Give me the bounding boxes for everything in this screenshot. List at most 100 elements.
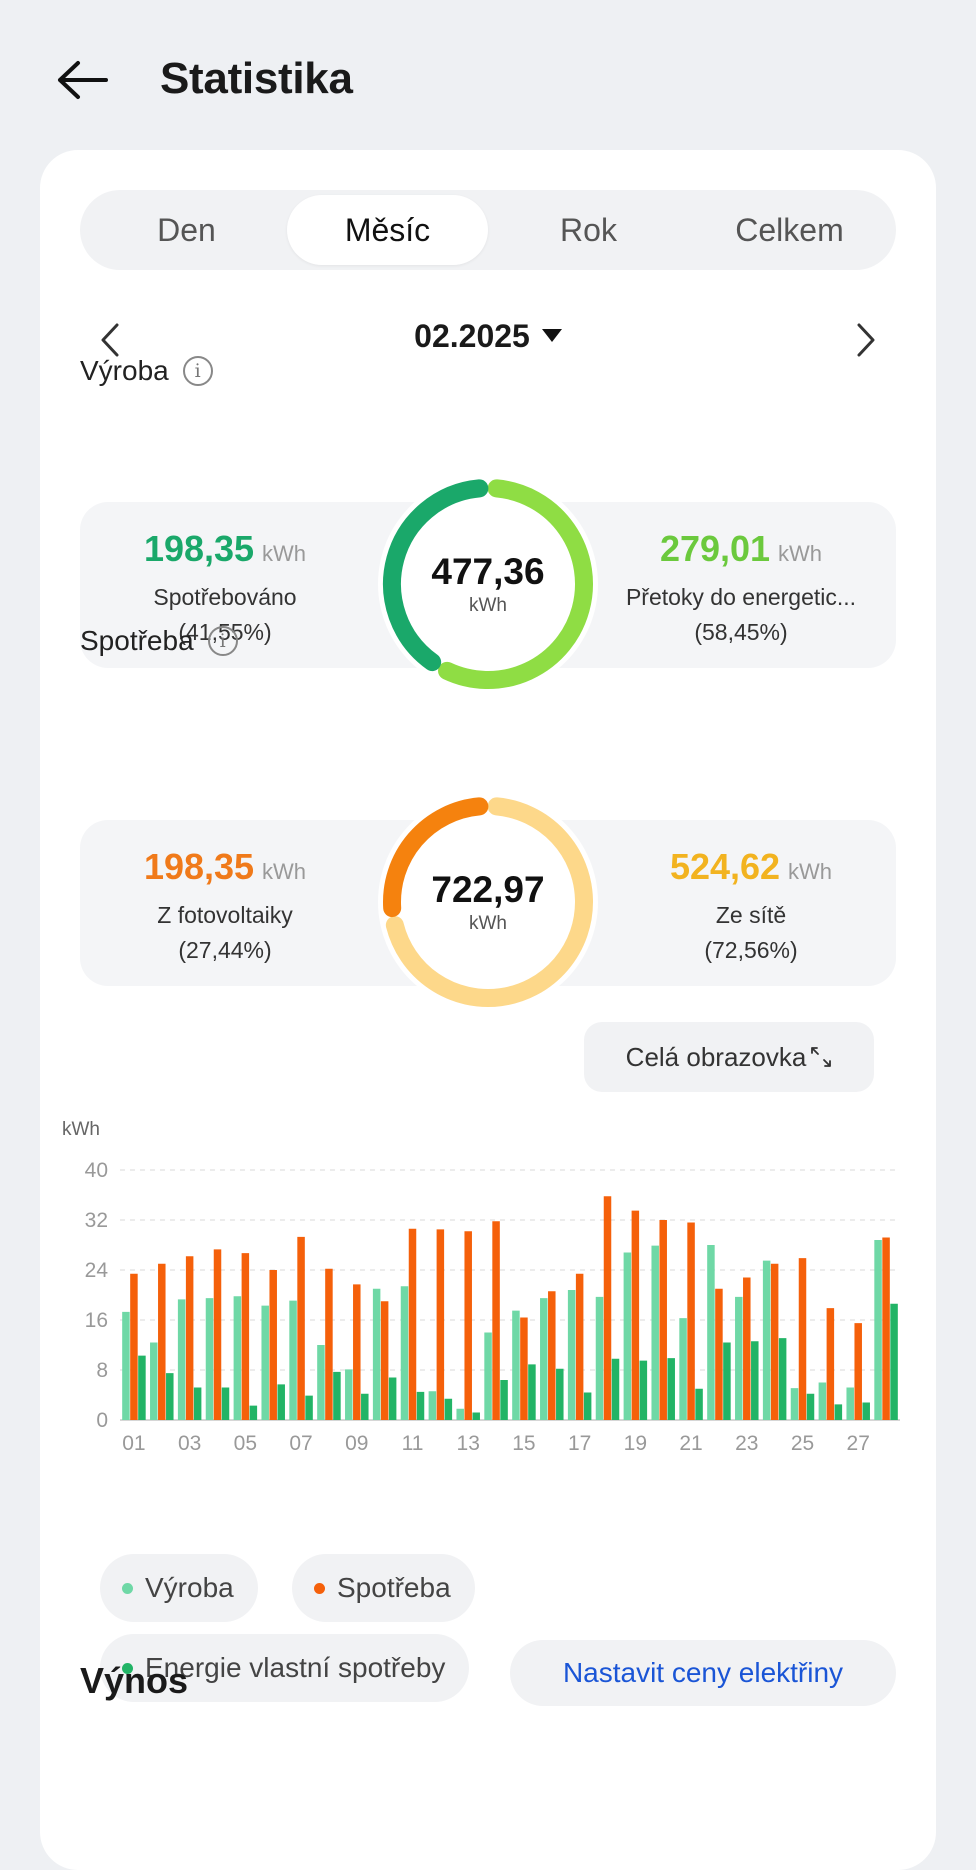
legend-label: Spotřeba [337,1572,451,1603]
bar-vlastni-spotreba [277,1384,285,1421]
bar-vyroba [735,1296,743,1421]
tab-rok[interactable]: Rok [560,211,617,248]
production-total-unit: kWh [469,595,507,616]
bar-vlastni-spotreba [611,1358,620,1420]
bar-vyroba [512,1310,520,1421]
period-selector: 02.2025 [80,300,896,380]
consumption-grid-label: Ze sítě [715,902,787,928]
bar-vyroba [345,1369,353,1421]
production-section-label: Výroba i [80,355,213,387]
production-exported-value: 279,01 [659,528,771,569]
set-electricity-prices-button[interactable]: Nastavit ceny elektřiny [510,1640,896,1706]
bar-vlastni-spotreba [528,1364,536,1421]
legend-label: Výroba [145,1572,234,1603]
bar-vyroba [679,1318,687,1421]
bar-vlastni-spotreba [333,1371,341,1421]
tab-mesic[interactable]: Měsíc [287,195,488,265]
statistics-card: Den Měsíc Rok Celkem 02.2025 Výroba i 19… [40,150,936,1870]
period-dropdown[interactable]: 02.2025 [80,318,896,355]
bar-vlastni-spotreba [221,1387,230,1420]
chevron-right-icon [857,323,875,357]
legend-dot [122,1582,133,1594]
bar-vyroba [567,1290,576,1420]
production-donut-segment-secondary [438,479,593,689]
bar-vyroba [484,1332,492,1420]
bar-spotreba [436,1229,445,1421]
legend-item-spotreba[interactable]: Spotřeba [292,1554,475,1622]
bar-vyroba [205,1298,214,1421]
bar-vyroba [874,1240,882,1420]
production-donut-bg [378,474,598,694]
bar-vyroba [790,1388,799,1421]
legend-item-vyroba[interactable]: Výroba [100,1554,258,1622]
fullscreen-label: Celá obrazovka [625,1041,807,1072]
consumption-section-label: Spotřeba i [80,625,238,657]
bar-vlastni-spotreba [249,1405,258,1421]
production-exported: 279,01 kWh Přetoky do energetic... (58,45… [586,528,896,646]
next-period-button[interactable] [836,310,896,370]
bar-spotreba [575,1273,584,1420]
bar-vyroba [623,1252,632,1420]
bar-spotreba [659,1220,667,1420]
bar-vlastni-spotreba [138,1355,146,1421]
bar-spotreba [464,1231,472,1420]
bar-vlastni-spotreba [862,1402,870,1420]
bar-vlastni-spotreba [890,1303,898,1420]
bar-vyroba [428,1391,437,1420]
consumption-donut: 722,97 kWh [372,786,604,1018]
bar-spotreba [408,1228,417,1420]
y-tick-label: 24 [85,1259,109,1282]
legend-item-vlastni-spotreba[interactable]: Energie vlastní spotřeby [100,1634,470,1702]
y-axis-unit: kWh [62,1119,100,1140]
consumption-pv-unit: kWh [262,859,307,884]
y-tick-label: 32 [85,1209,108,1232]
consumption-donut-chart [378,792,598,1012]
info-icon[interactable]: i [182,356,213,386]
bar-spotreba [269,1270,277,1420]
bar-spotreba [687,1222,695,1420]
production-donut-chart [378,474,598,694]
bar-vlastni-spotreba [751,1341,759,1420]
bar-vyroba [177,1299,186,1421]
bar-vlastni-spotreba [193,1387,202,1420]
x-tick-label: 03 [178,1432,201,1455]
header: Statistika [0,0,976,150]
consumption-grid-unit: kWh [788,859,833,884]
previous-period-button[interactable] [80,310,140,370]
back-arrow-icon [58,61,108,99]
tab-celkem[interactable]: Celkem [735,211,844,248]
bar-vyroba [707,1245,715,1420]
period-value: 02.2025 [414,318,530,354]
x-tick-label: 21 [679,1432,702,1455]
bar-spotreba [631,1210,640,1421]
bar-vyroba [372,1288,381,1420]
bar-vlastni-spotreba [695,1388,703,1420]
production-exported-percent: (58,45%) [694,619,788,645]
back-button[interactable] [56,52,120,108]
bar-vlastni-spotreba [778,1338,787,1421]
bar-vlastni-spotreba [388,1377,397,1420]
production-consumed-unit: kWh [262,541,307,566]
bar-spotreba [353,1284,361,1421]
consumption-total: 722,97 [431,869,545,910]
x-tick-label: 13 [457,1432,480,1455]
production-consumed-label: Spotřebováno [153,584,297,610]
x-tick-label: 05 [234,1432,257,1455]
bar-spotreba [185,1256,194,1420]
x-tick-label: 19 [624,1432,647,1455]
x-tick-label: 25 [791,1432,814,1455]
tab-den[interactable]: Den [157,211,216,248]
bar-spotreba [297,1236,305,1421]
x-tick-label: 09 [345,1432,368,1455]
fullscreen-button[interactable]: Celá obrazovka [584,1022,874,1092]
x-tick-label: 11 [402,1432,424,1455]
info-icon[interactable]: i [207,626,238,656]
bar-vlastni-spotreba [472,1412,480,1420]
bar-vyroba [818,1382,827,1420]
consumption-pv-label: Z fotovoltaiky [157,902,293,928]
production-label: Výroba [80,355,169,386]
bar-spotreba [770,1263,779,1420]
yield-title: Výnos [80,1660,189,1701]
production-exported-unit: kWh [778,541,823,566]
bar-spotreba [715,1288,723,1420]
